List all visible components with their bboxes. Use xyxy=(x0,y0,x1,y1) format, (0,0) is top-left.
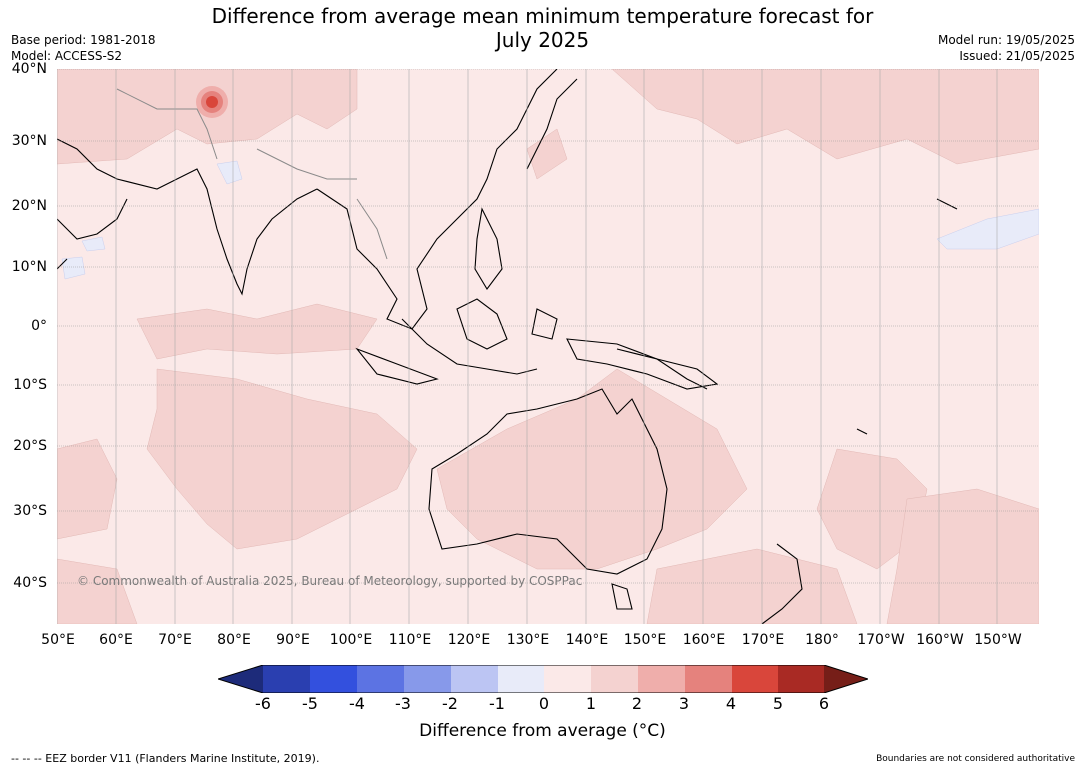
base-period: Base period: 1981-2018 xyxy=(11,33,156,47)
cbar-tick: -5 xyxy=(302,694,318,713)
cbar-cell-3 xyxy=(357,665,404,693)
lat-label-20n: 20°N xyxy=(11,198,47,214)
cbar-cell-8 xyxy=(591,665,638,693)
cbar-tick: 6 xyxy=(818,694,830,713)
title-line-1: Difference from average mean minimum tem… xyxy=(211,4,874,28)
cbar-tick: -2 xyxy=(442,694,458,713)
map-canvas xyxy=(56,68,1040,625)
lat-label-40s: 40°S xyxy=(13,575,47,591)
coastlines xyxy=(56,68,958,625)
cbar-cell-6 xyxy=(498,665,544,693)
model-name: Model: ACCESS-S2 xyxy=(11,49,123,63)
lon-label-170w: 170°W xyxy=(857,632,905,648)
lat-label-30n: 30°N xyxy=(11,133,47,149)
cbar-cell-10 xyxy=(685,665,732,693)
lon-label-100e: 100°E xyxy=(329,632,373,648)
anomaly-band-1-2 xyxy=(56,68,1040,625)
anomaly-band-neg1-0 xyxy=(61,160,1040,280)
lon-label-120e: 120°E xyxy=(447,632,491,648)
meta-left: Base period: 1981-2018 Model: ACCESS-S2 xyxy=(11,32,156,64)
cbar-cell-11 xyxy=(732,665,778,693)
title-line-2: July 2025 xyxy=(495,28,590,52)
cbar-tick: 2 xyxy=(631,694,643,713)
cbar-tick: -3 xyxy=(395,694,411,713)
issued-date: Issued: 21/05/2025 xyxy=(959,49,1075,63)
lon-label-160w: 160°W xyxy=(916,632,964,648)
lon-label-110e: 110°E xyxy=(388,632,432,648)
cbar-tick: 1 xyxy=(585,694,597,713)
meta-right: Model run: 19/05/2025 Issued: 21/05/2025 xyxy=(938,32,1075,64)
colorbar-label: Difference from average (°C) xyxy=(419,721,666,741)
model-run: Model run: 19/05/2025 xyxy=(937,33,1075,47)
cbar-extend-high xyxy=(824,665,868,693)
cbar-tick: 0 xyxy=(538,694,550,713)
graticule-lon xyxy=(56,69,998,624)
cbar-tick: -6 xyxy=(255,694,271,713)
lon-label-50e: 50°E xyxy=(41,632,75,648)
lon-label-170e: 170°E xyxy=(741,632,785,648)
cbar-tick: -4 xyxy=(349,694,365,713)
cbar-cell-1 xyxy=(263,665,310,693)
cbar-extend-low xyxy=(218,665,263,693)
graticule-lat xyxy=(57,68,1039,584)
eez-legend-note: -- -- -- EEZ border V11 (Flanders Marine… xyxy=(11,752,320,765)
cbar-tick: 3 xyxy=(678,694,690,713)
cbar-tick: -1 xyxy=(489,694,505,713)
lat-label-30s: 30°S xyxy=(13,503,47,519)
lat-label-0: 0° xyxy=(31,318,47,334)
lon-label-60e: 60°E xyxy=(99,632,133,648)
lon-label-90e: 90°E xyxy=(276,632,310,648)
forecast-map xyxy=(56,68,1040,625)
cbar-cell-9 xyxy=(638,665,685,693)
country-borders xyxy=(116,88,388,260)
lon-label-150w: 150°W xyxy=(974,632,1022,648)
cbar-cell-4 xyxy=(404,665,451,693)
map-title: Difference from average mean minimum tem… xyxy=(0,4,1085,52)
lon-label-80e: 80°E xyxy=(217,632,251,648)
lon-label-140e: 140°E xyxy=(565,632,609,648)
lon-label-180: 180° xyxy=(805,632,839,648)
lat-label-20s: 20°S xyxy=(13,438,47,454)
cbar-cell-7 xyxy=(544,665,591,693)
hotspot xyxy=(196,86,228,118)
cbar-cell-12 xyxy=(778,665,824,693)
lat-label-10s: 10°S xyxy=(13,377,47,393)
lon-label-150e: 150°E xyxy=(623,632,667,648)
cbar-tick: 5 xyxy=(772,694,784,713)
lat-label-40n: 40°N xyxy=(11,61,47,77)
colorbar xyxy=(218,665,868,693)
lon-label-160e: 160°E xyxy=(682,632,726,648)
copyright-notice: © Commonwealth of Australia 2025, Bureau… xyxy=(77,574,583,588)
lon-label-70e: 70°E xyxy=(158,632,192,648)
lat-label-10n: 10°N xyxy=(11,259,47,275)
cbar-tick: 4 xyxy=(725,694,737,713)
boundary-disclaimer: Boundaries are not considered authoritat… xyxy=(876,754,1075,764)
lon-label-130e: 130°E xyxy=(506,632,550,648)
cbar-cell-5 xyxy=(451,665,498,693)
cbar-cell-2 xyxy=(310,665,357,693)
